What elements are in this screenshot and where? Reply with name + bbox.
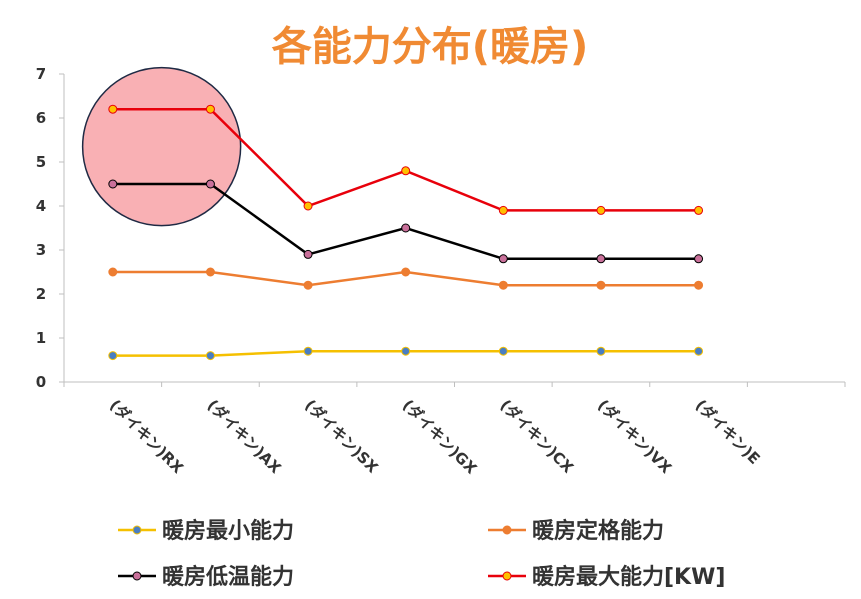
- data-point: [303, 249, 313, 259]
- legend-marker: [132, 571, 142, 581]
- legend-marker: [132, 525, 142, 535]
- data-point: [401, 346, 411, 356]
- data-point: [205, 267, 215, 277]
- data-point: [694, 346, 704, 356]
- legend-marker: [502, 571, 512, 581]
- data-point: [303, 280, 313, 290]
- data-point: [498, 205, 508, 215]
- highlight-circle: [81, 66, 242, 227]
- data-point: [401, 223, 411, 233]
- data-point: [205, 179, 215, 189]
- data-point: [401, 166, 411, 176]
- legend-marker: [502, 525, 512, 535]
- data-point: [108, 179, 118, 189]
- data-point: [694, 205, 704, 215]
- plot-area: 0 1 2 3 4 5 6 7 (ダイキン)RX (ダイキン)AX (ダイキン)SX (ダイキン)GX…: [36, 65, 846, 478]
- data-point: [596, 205, 606, 215]
- x-tick-label: (ダイキン)SX: [301, 396, 382, 477]
- data-point: [498, 346, 508, 356]
- y-tick-label: 3: [36, 241, 46, 259]
- data-point: [303, 346, 313, 356]
- y-tick-label: 6: [36, 109, 46, 127]
- y-tick-label: 2: [36, 285, 46, 303]
- data-point: [596, 280, 606, 290]
- data-point: [205, 351, 215, 361]
- legend-label: 暖房最大能力[KW]: [532, 564, 725, 590]
- data-point: [108, 351, 118, 361]
- x-tick-label: (ダイキン)AX: [204, 396, 285, 477]
- x-tick-label: (ダイキン)CX: [496, 396, 577, 477]
- y-tick-label: 4: [36, 197, 46, 215]
- y-tick-label: 0: [36, 373, 46, 391]
- data-point: [596, 346, 606, 356]
- data-point: [694, 280, 704, 290]
- data-point: [108, 104, 118, 114]
- legend-label: 暖房低温能力: [162, 564, 294, 590]
- x-tick-label: (ダイキン)E: [692, 396, 764, 468]
- data-point: [596, 254, 606, 264]
- x-tick-label: (ダイキン)VX: [594, 396, 675, 477]
- legend-label: 暖房最小能力: [162, 518, 294, 544]
- data-point: [401, 267, 411, 277]
- data-point: [498, 254, 508, 264]
- x-tick-label: (ダイキン)GX: [399, 396, 481, 478]
- legend-label: 暖房定格能力: [532, 518, 664, 544]
- y-tick-label: 5: [36, 153, 46, 171]
- chart-title: 各能力分布(暖房): [272, 24, 589, 70]
- data-point: [205, 104, 215, 114]
- data-point: [108, 267, 118, 277]
- data-point: [498, 280, 508, 290]
- x-tick-label: (ダイキン)RX: [106, 396, 187, 477]
- y-tick-label: 7: [36, 65, 46, 83]
- data-point: [303, 201, 313, 211]
- y-tick-label: 1: [36, 329, 46, 347]
- data-point: [694, 254, 704, 264]
